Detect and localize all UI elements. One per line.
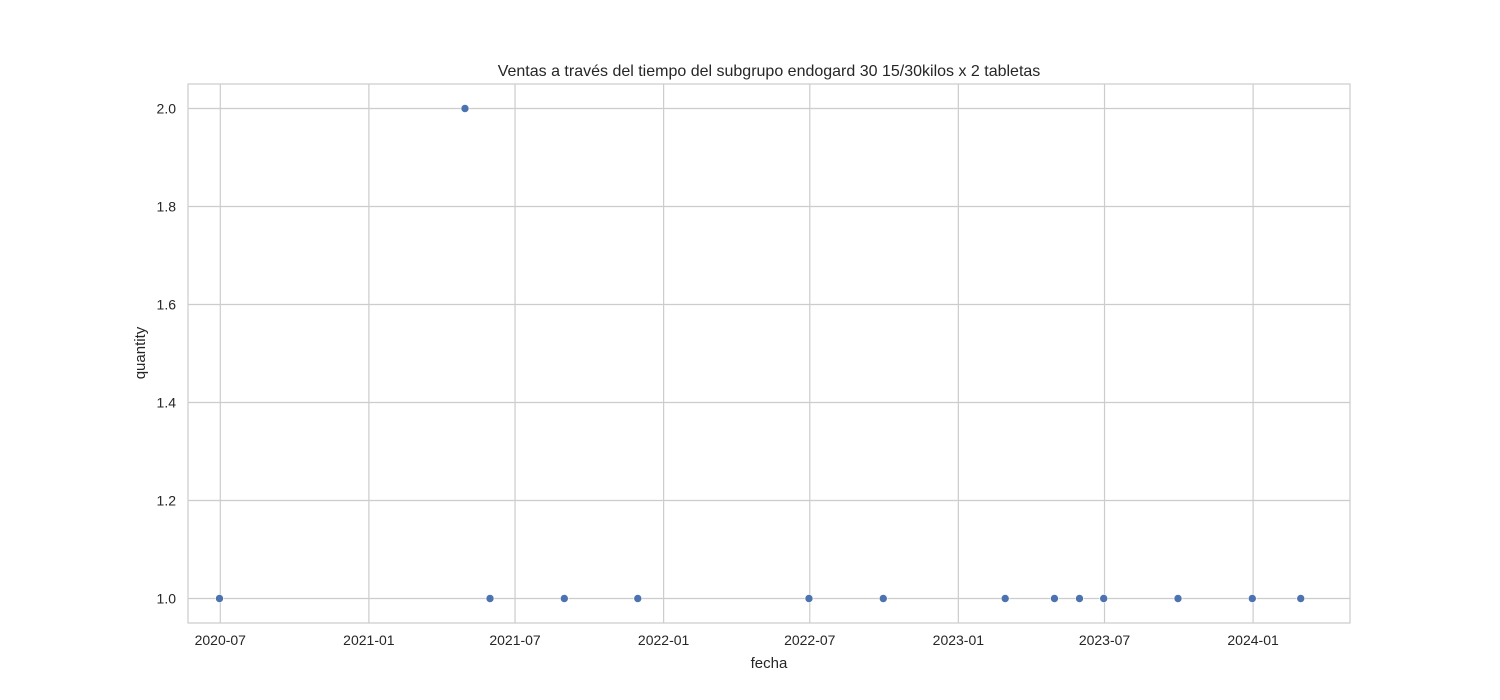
- x-tick-label: 2023-07: [1079, 632, 1131, 648]
- x-tick-label: 2022-01: [638, 632, 690, 648]
- x-tick-label: 2024-01: [1227, 632, 1279, 648]
- data-point: [633, 594, 643, 603]
- x-tick-label: 2022-07: [784, 632, 836, 648]
- x-tick-label: 2021-07: [489, 632, 541, 648]
- data-point: [878, 594, 888, 603]
- y-tick-label: 1.4: [157, 395, 177, 411]
- data-point: [1075, 594, 1084, 603]
- data-point: [1247, 594, 1257, 603]
- data-point: [1000, 594, 1010, 603]
- x-axis-ticks: 2020-07 2021-01 2021-07 2022-01 2022-07 2023-…: [195, 632, 1279, 648]
- data-point: [1050, 594, 1059, 603]
- data-point: [804, 594, 814, 603]
- data-point: [215, 594, 224, 603]
- plot-frame: [187, 83, 1351, 624]
- data-point: [460, 104, 470, 113]
- data-point: [1173, 594, 1183, 603]
- y-tick-label: 1.2: [157, 493, 177, 509]
- x-tick-label: 2021-01: [343, 632, 395, 648]
- y-tick-label: 2.0: [157, 101, 177, 117]
- x-tick-label: 2020-07: [195, 632, 247, 648]
- gridlines: [188, 84, 1350, 623]
- y-axis-ticks: 1.0 1.2 1.4 1.6 1.8 2.0: [157, 101, 177, 607]
- y-tick-label: 1.0: [157, 591, 177, 607]
- y-tick-label: 1.8: [157, 199, 177, 215]
- data-point: [1099, 594, 1109, 603]
- y-axis-label: quantity: [132, 326, 149, 379]
- x-tick-label: 2023-01: [933, 632, 985, 648]
- plot-area: [188, 84, 1350, 623]
- data-points: [215, 104, 1306, 603]
- chart-title: Ventas a través del tiempo del subgrupo …: [498, 63, 1041, 80]
- data-point: [485, 594, 495, 603]
- x-axis-label: fecha: [751, 655, 788, 672]
- y-tick-label: 1.6: [157, 297, 177, 313]
- data-point: [1296, 594, 1306, 603]
- data-point: [559, 594, 569, 603]
